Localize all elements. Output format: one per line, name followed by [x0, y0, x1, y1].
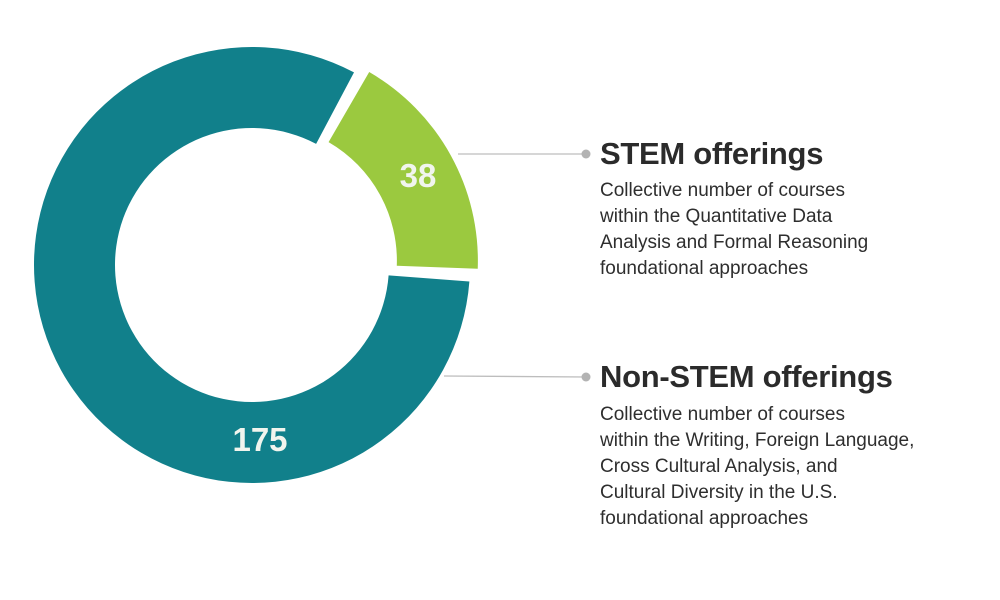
- donut-labels: 38 175: [232, 157, 436, 458]
- legend-title-stem: STEM offerings: [600, 136, 824, 171]
- legend-desc-stem: Collective number of courses within the …: [600, 178, 868, 282]
- legend-title-non-stem: Non-STEM offerings: [600, 359, 893, 394]
- legend-desc-line: foundational approaches: [600, 508, 809, 529]
- slice-non-stem: [33, 47, 470, 484]
- slice-stem: [328, 72, 478, 269]
- leader-dot-stem-icon: [581, 149, 591, 159]
- legend-desc-line: Cross Cultural Analysis, and: [600, 456, 838, 477]
- legend-desc-line: Collective number of courses: [600, 180, 845, 201]
- leader-line-non-stem: [443, 375, 587, 378]
- slice-stem-value-label: 38: [400, 157, 437, 194]
- leader-dot-non-stem-icon: [581, 372, 591, 382]
- donut-slices: [33, 47, 478, 484]
- legend-desc-line: Analysis and Formal Reasoning: [600, 232, 869, 253]
- legend-desc-non-stem: Collective number of courses within the …: [600, 402, 914, 532]
- slice-non-stem-value-label: 175: [232, 421, 287, 458]
- legend-desc-line: foundational approaches: [600, 258, 809, 279]
- legend-desc-line: Cultural Diversity in the U.S.: [600, 482, 838, 503]
- legend-desc-line: within the Writing, Foreign Language,: [600, 430, 915, 451]
- legend-desc-line: Collective number of courses: [600, 404, 845, 425]
- leader-lines: [443, 149, 591, 382]
- legend-desc-line: within the Quantitative Data: [600, 206, 833, 227]
